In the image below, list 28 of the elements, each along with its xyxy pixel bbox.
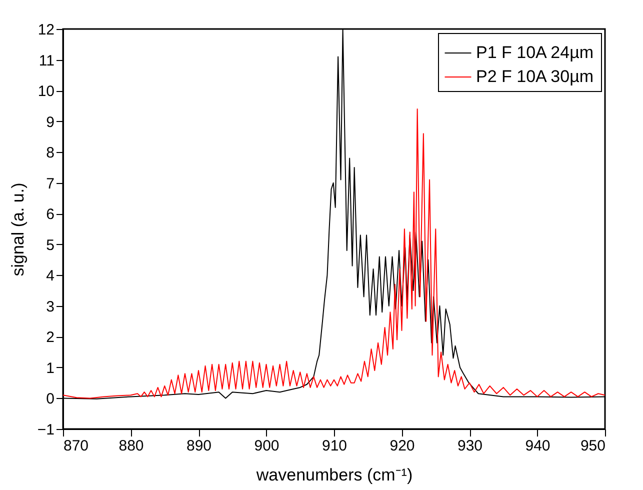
y-tick-label: 4 bbox=[46, 268, 54, 285]
x-tick-label: 940 bbox=[525, 438, 550, 454]
x-tick-label: 900 bbox=[254, 438, 280, 454]
y-tick-label: 8 bbox=[46, 144, 54, 162]
x-tick-label: 880 bbox=[118, 438, 144, 454]
y-tick-label: 12 bbox=[38, 22, 54, 38]
x-tick-label: 920 bbox=[390, 438, 415, 454]
line-series bbox=[63, 108, 605, 399]
x-tick-label: 890 bbox=[186, 438, 212, 454]
x-tick-label: 870 bbox=[64, 438, 89, 454]
y-tick-label: 5 bbox=[46, 236, 54, 254]
y-tick-label: 9 bbox=[46, 114, 54, 131]
y-tick-label: 2 bbox=[46, 329, 54, 346]
y-tick-label: 11 bbox=[38, 52, 54, 70]
y-tick-label: −1 bbox=[37, 422, 54, 438]
legend-label: P2 F 10A 30µm bbox=[476, 67, 594, 86]
x-tick-label: 950 bbox=[580, 438, 606, 454]
x-axis-title: wavenumbers (cm⁻¹) bbox=[255, 466, 413, 484]
y-axis-title: signal (a. u.) bbox=[8, 182, 28, 276]
y-tick-label: 0 bbox=[46, 390, 54, 408]
y-tick-label: 7 bbox=[46, 175, 54, 192]
legend-label: P1 F 10A 24µm bbox=[476, 43, 594, 62]
y-tick-label: 1 bbox=[46, 360, 54, 377]
x-tick-label: 930 bbox=[457, 438, 483, 454]
y-tick-label: 6 bbox=[46, 206, 54, 224]
y-tick-label: 3 bbox=[46, 298, 54, 316]
x-tick-label: 910 bbox=[322, 438, 348, 454]
y-tick-label: 10 bbox=[38, 83, 54, 100]
